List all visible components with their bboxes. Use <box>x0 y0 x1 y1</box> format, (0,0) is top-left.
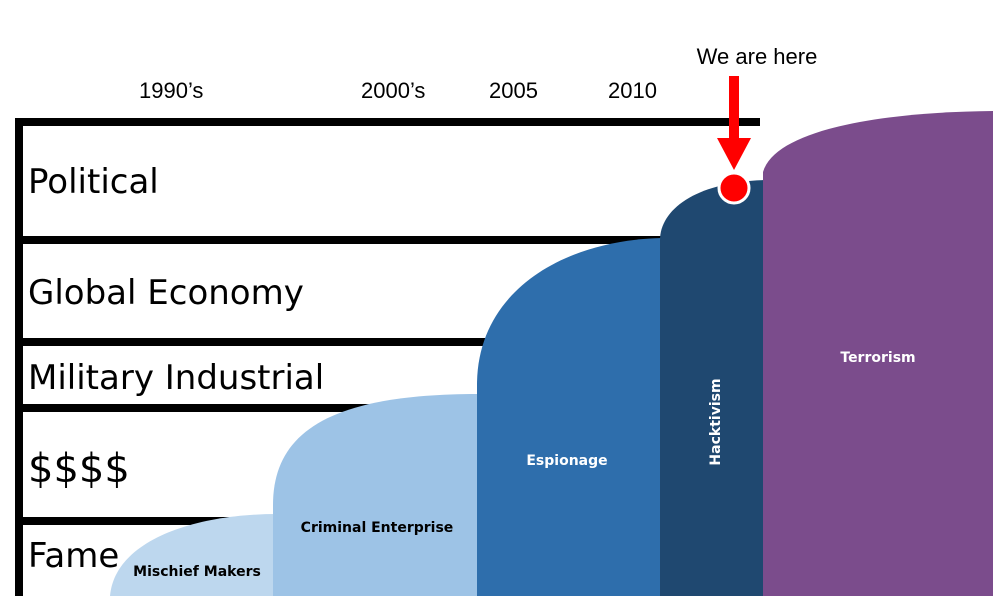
threat-waves <box>110 111 993 596</box>
wave-labels: Mischief Makers Criminal Enterprise Espi… <box>133 350 915 580</box>
wave-criminal-enterprise <box>273 394 478 596</box>
tier-label-money: $$$$ <box>28 446 130 492</box>
wave-hacktivism <box>660 180 765 596</box>
marker-arrow-head <box>717 138 751 170</box>
era-axis: 1990’s 2000’s 2005 2010 <box>139 78 657 103</box>
marker-arrow-shaft <box>729 76 739 148</box>
wave-label-criminal-enterprise: Criminal Enterprise <box>301 520 454 536</box>
tier-label-military-industrial: Military Industrial <box>28 358 324 398</box>
era-label-2010: 2010 <box>608 78 657 103</box>
tier-label-fame: Fame <box>28 536 119 576</box>
wave-espionage <box>477 238 662 596</box>
tier-label-political: Political <box>28 162 159 202</box>
tier-frame <box>15 118 760 596</box>
wave-label-mischief-makers: Mischief Makers <box>133 564 261 580</box>
era-label-2005: 2005 <box>489 78 538 103</box>
wave-label-espionage: Espionage <box>526 453 607 469</box>
marker-label: We are here <box>697 44 818 69</box>
wave-terrorism <box>763 111 993 596</box>
wave-label-hacktivism: Hacktivism <box>708 378 724 465</box>
wave-mischief-makers <box>110 514 277 596</box>
era-label-1990s: 1990’s <box>139 78 203 103</box>
tier-labels: Political Global Economy Military Indust… <box>28 162 324 576</box>
wave-label-terrorism: Terrorism <box>840 350 915 366</box>
tier-label-global-economy: Global Economy <box>28 273 304 313</box>
current-position-marker: We are here <box>697 44 818 205</box>
era-label-2000s: 2000’s <box>361 78 425 103</box>
marker-dot <box>717 171 751 205</box>
